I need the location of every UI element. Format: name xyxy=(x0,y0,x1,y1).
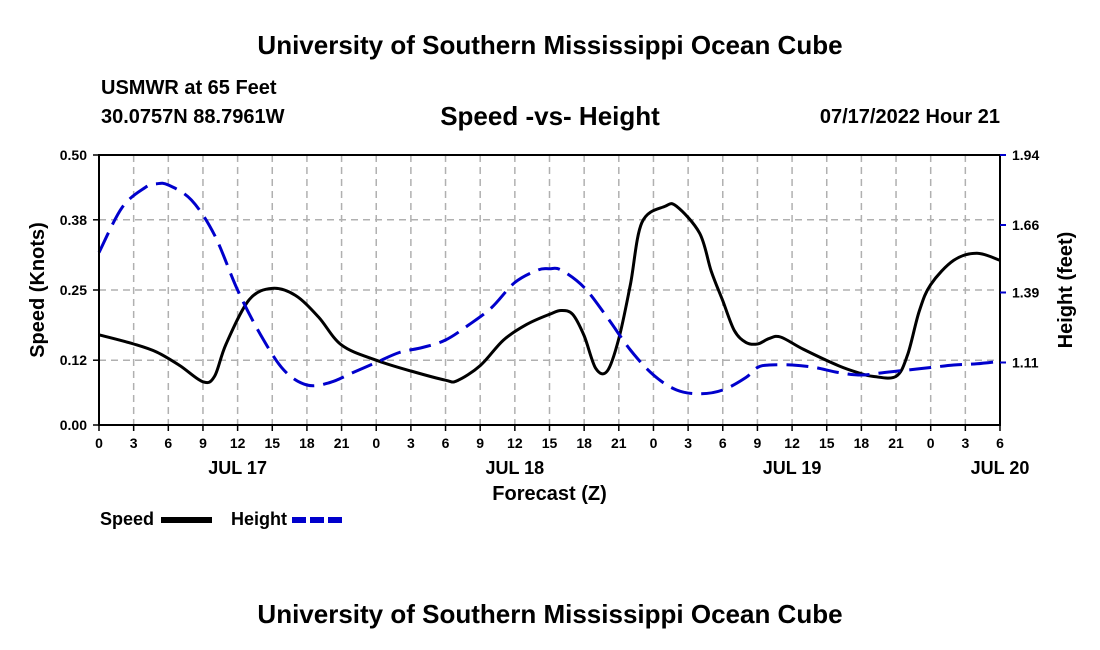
legend-height-label: Height xyxy=(231,509,287,529)
x-tick-label: 3 xyxy=(130,435,138,451)
coordinates-label: 30.0757N 88.7961W xyxy=(101,106,285,128)
x-tick-label: 6 xyxy=(442,435,450,451)
y-tick-label-right: 1.94 xyxy=(1012,147,1039,163)
legend-speed-label: Speed xyxy=(100,509,154,529)
legend: Speed Height xyxy=(100,509,343,529)
x-tick-label: 18 xyxy=(576,435,592,451)
x-tick-label: 9 xyxy=(199,435,207,451)
x-tick-label: 6 xyxy=(719,435,727,451)
x-tick-label: 15 xyxy=(264,435,280,451)
x-tick-label: 15 xyxy=(819,435,835,451)
x-tick-label: 0 xyxy=(95,435,103,451)
x-tick-label: 21 xyxy=(888,435,904,451)
y-tick-label-left: 0.50 xyxy=(60,147,87,163)
x-tick-label: 0 xyxy=(927,435,935,451)
chart-title: Speed -vs- Height xyxy=(440,101,660,131)
x-tick-label: 15 xyxy=(542,435,558,451)
x-tick-label: 18 xyxy=(854,435,870,451)
x-tick-label: 0 xyxy=(650,435,658,451)
day-label: JUL 19 xyxy=(763,458,822,478)
day-label: JUL 17 xyxy=(208,458,267,478)
y-tick-label-right: 1.11 xyxy=(1012,355,1039,371)
x-tick-label: 3 xyxy=(684,435,692,451)
series-layer xyxy=(97,181,1001,396)
x-tick-label: 6 xyxy=(164,435,172,451)
y-axis-label-right: Height (feet) xyxy=(1055,232,1077,349)
x-tick-label: 12 xyxy=(507,435,523,451)
height-series-line xyxy=(97,181,1001,396)
x-tick-label: 3 xyxy=(961,435,969,451)
x-tick-label: 21 xyxy=(334,435,350,451)
x-tick-label: 6 xyxy=(996,435,1004,451)
day-label: JUL 18 xyxy=(485,458,544,478)
y-tick-label-left: 0.25 xyxy=(60,282,87,298)
y-tick-label-right: 1.39 xyxy=(1012,285,1039,301)
x-tick-label: 9 xyxy=(754,435,762,451)
date-label: 07/17/2022 Hour 21 xyxy=(819,106,1000,128)
footer-title: University of Southern Mississippi Ocean… xyxy=(257,599,843,629)
x-tick-label: 21 xyxy=(611,435,627,451)
page-title: University of Southern Mississippi Ocean… xyxy=(257,30,843,60)
y-tick-label-left: 0.12 xyxy=(60,352,87,368)
y-axis-label-left: Speed (Knots) xyxy=(27,222,49,358)
day-label: JUL 20 xyxy=(971,458,1030,478)
x-tick-label: 12 xyxy=(784,435,800,451)
station-label: USMWR at 65 Feet xyxy=(101,77,277,99)
y-tick-label-left: 0.38 xyxy=(60,212,87,228)
tick-layer: 0 3 6 9 12 15 18 21 0 3 6 9 12 15 18 21 0 3 6 9 12 15 18 21 0 3 6 0… xyxy=(60,147,1040,478)
y-tick-label-right: 1.66 xyxy=(1012,217,1039,233)
x-tick-label: 18 xyxy=(299,435,315,451)
x-tick-label: 12 xyxy=(230,435,246,451)
y-tick-label-left: 0.00 xyxy=(60,417,87,433)
x-tick-label: 9 xyxy=(476,435,484,451)
grid-layer xyxy=(99,155,1000,425)
x-tick-label: 3 xyxy=(407,435,415,451)
x-tick-label: 0 xyxy=(372,435,380,451)
x-axis-label: Forecast (Z) xyxy=(492,483,606,505)
